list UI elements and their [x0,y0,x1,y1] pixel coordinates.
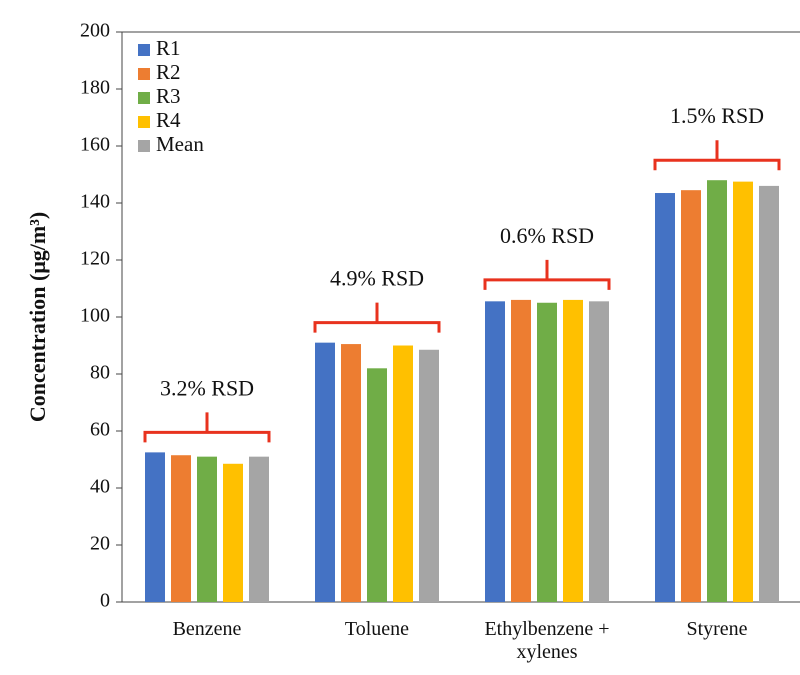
legend-label: R2 [156,60,181,84]
bar [341,344,361,602]
x-tick-label-box: Toluene [344,618,410,640]
bar [707,180,727,602]
rsd-bracket [143,412,271,443]
legend-label: R3 [156,84,181,108]
legend-label: R4 [156,108,181,132]
legend-swatch [138,68,150,80]
rsd-bracket [653,140,781,171]
bar [315,342,335,602]
bar [563,299,583,602]
x-tick-label: Ethylbenzene + xylenes [484,618,610,663]
bar [537,302,557,602]
y-tick-label: 140 [80,191,110,213]
rsd-bracket [483,259,611,290]
bar [367,368,387,602]
x-tick-label: Toluene [344,618,410,640]
bar [249,456,269,602]
rsd-annotation: 4.9% RSD [330,266,424,291]
y-tick-label: 120 [80,248,110,270]
y-tick-label: 0 [100,590,110,612]
y-tick-label: 20 [90,533,110,555]
x-tick-label: Benzene [172,618,242,640]
bar [223,463,243,602]
bar [171,455,191,602]
bar [681,190,701,603]
legend-swatch [138,116,150,128]
x-tick-label-box: Ethylbenzene + xylenes [484,618,610,663]
y-tick-label: 200 [80,20,110,42]
bar [733,181,753,602]
bar [485,301,505,602]
y-axis-label: Concentration (μg/m³) [25,212,50,422]
rsd-bracket [313,302,441,333]
rsd-annotation: 3.2% RSD [160,375,254,400]
x-tick-label: Styrene [686,618,748,640]
y-tick-label: 80 [90,362,110,384]
bar [197,456,217,602]
rsd-annotation: 1.5% RSD [670,103,764,128]
x-tick-label-box: Benzene [172,618,242,640]
y-tick-label: 60 [90,419,110,441]
legend-label: R1 [156,36,181,60]
rsd-annotation: 0.6% RSD [500,223,594,248]
y-tick-label: 180 [80,77,110,99]
bar [589,301,609,602]
bar [419,349,439,602]
legend-swatch [138,140,150,152]
bar [393,345,413,602]
y-tick-label: 40 [90,476,110,498]
bar [655,193,675,602]
bar [759,185,779,602]
bar [511,299,531,602]
legend-swatch [138,92,150,104]
y-tick-label: 100 [80,305,110,327]
legend-swatch [138,44,150,56]
x-tick-label-box: Styrene [686,618,748,640]
bar [145,452,165,602]
y-tick-label: 160 [80,134,110,156]
legend-label: Mean [156,132,204,156]
